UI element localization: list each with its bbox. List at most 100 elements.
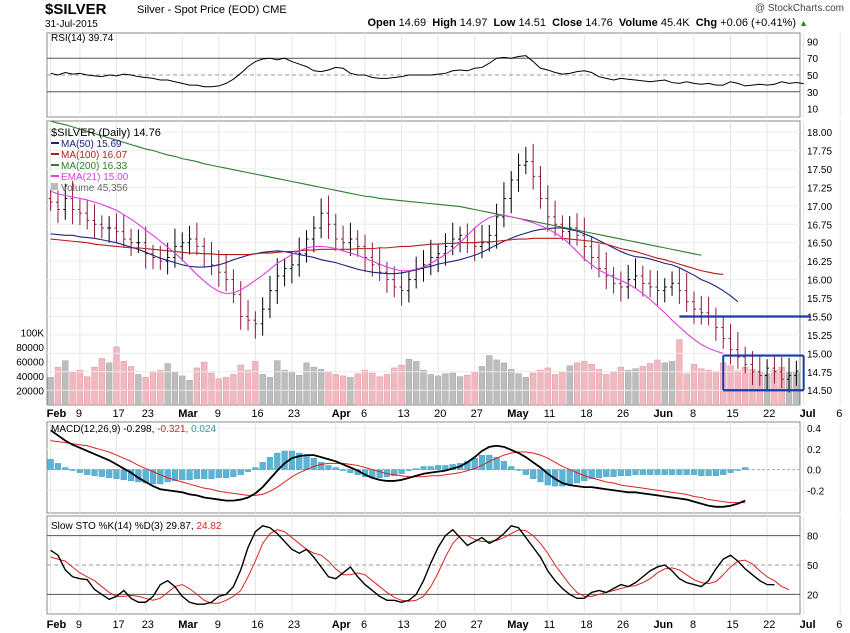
price-tick-label: 15.25 — [807, 331, 832, 342]
price-x-label: 18 — [580, 408, 592, 420]
volume-bar — [113, 346, 120, 406]
macd-histogram-bar — [639, 469, 646, 475]
volume-bar — [500, 362, 508, 406]
price-x-label: 9 — [215, 408, 221, 420]
volume-bar — [127, 366, 135, 406]
ohlc-readout: Open 14.69 High 14.97 Low 14.51 Close 14… — [367, 17, 808, 29]
macd-histogram-bar — [266, 457, 274, 470]
low-value: 14.51 — [518, 17, 547, 29]
volume-bar — [310, 366, 317, 406]
macd-histogram-bar — [215, 469, 222, 478]
price-legend: $SILVER (Daily) 14.76 — [51, 127, 161, 139]
volume-legend: Volume 45,356 — [61, 183, 128, 194]
volume-bar — [157, 369, 164, 406]
volume-bar — [318, 369, 325, 406]
volume-bar — [201, 361, 208, 406]
macd-histogram-bar — [69, 469, 76, 471]
macd-histogram-bar — [62, 467, 69, 470]
sto-x-label: 23 — [142, 619, 154, 631]
macd-histogram-bar — [171, 469, 179, 482]
volume-bar — [647, 363, 654, 406]
macd-histogram-bar — [405, 469, 412, 471]
macd-histogram-bar — [186, 469, 193, 481]
macd-histogram-bar — [668, 469, 676, 475]
volume-bar — [398, 364, 405, 406]
sto-x-label: 11 — [544, 619, 555, 631]
macd-histogram-bar — [318, 462, 325, 470]
volume-bar — [383, 374, 391, 406]
macd-histogram-bar — [113, 469, 120, 480]
macd-histogram-bar — [683, 469, 690, 475]
volume-bar — [727, 365, 734, 406]
macd-histogram-bar — [420, 466, 427, 470]
volume-bar — [661, 362, 668, 406]
rsi-legend: RSI(14) 39.74 — [51, 33, 114, 44]
macd-histogram-bar — [493, 457, 500, 470]
macd-histogram-bar — [149, 469, 157, 485]
sto-x-label: 9 — [76, 619, 82, 631]
sto-x-label: 26 — [617, 619, 629, 631]
macd-histogram-bar — [310, 458, 317, 470]
sto-x-label: 9 — [215, 619, 221, 631]
sto-x-label: 16 — [251, 619, 263, 631]
price-x-label: 15 — [727, 408, 739, 420]
price-x-label: 17 — [112, 408, 124, 420]
sto-x-label: May — [507, 619, 529, 631]
price-series-legend: MA(200) 16.33 — [61, 161, 128, 172]
macd-histogram-bar — [193, 469, 200, 480]
macd-histogram-bar — [566, 469, 573, 486]
volume-bar — [420, 369, 427, 406]
volume-bar — [230, 374, 237, 406]
macd-histogram-bar — [544, 469, 551, 486]
macd-legend-value: -0.298, — [123, 424, 157, 435]
sto-x-label: 22 — [763, 619, 775, 631]
rsi-line — [50, 55, 804, 88]
volume-bar — [332, 374, 339, 406]
macd-histogram-bar — [522, 469, 529, 475]
macd-histogram-bar — [208, 469, 215, 480]
macd-histogram-bar — [244, 469, 252, 472]
macd-histogram-bar — [537, 469, 544, 483]
volume-bar — [544, 367, 551, 406]
sto-x-label: 17 — [112, 619, 124, 631]
volume-bar — [303, 362, 310, 406]
volume-bar — [281, 369, 288, 406]
volume-bar — [566, 365, 573, 406]
price-tick-label: 14.50 — [807, 386, 832, 397]
price-x-label: 13 — [398, 408, 410, 420]
volume-bar — [120, 361, 127, 406]
price-tick-label: 16.00 — [807, 276, 832, 287]
price-tick-label: 15.50 — [807, 312, 832, 323]
price-x-label: May — [507, 408, 529, 420]
volume-bar — [69, 372, 76, 406]
price-x-label: 11 — [544, 408, 555, 420]
macd-histogram-bar — [661, 469, 668, 475]
volume-tick-label: 100K — [21, 328, 45, 339]
price-tick-label: 14.75 — [807, 368, 832, 379]
sto-x-label: Jun — [653, 619, 673, 631]
volume-bar — [508, 369, 515, 406]
volume-bar — [617, 366, 625, 406]
macd-histogram-bar — [427, 466, 434, 470]
macd-histogram-bar — [442, 465, 449, 470]
macd-histogram-bar — [230, 469, 237, 477]
volume-bar — [215, 378, 222, 406]
legend-swatch — [51, 183, 58, 190]
volume-bar — [62, 360, 69, 406]
chart-header: $SILVER Silver - Spot Price (EOD) CME 31… — [0, 0, 850, 34]
macd-histogram-bar — [508, 466, 515, 470]
price-tick-label: 15.00 — [807, 349, 832, 360]
volume-bar — [376, 376, 383, 406]
macd-histogram-bar — [274, 452, 281, 470]
volume-bar — [274, 360, 281, 406]
volume-bar — [91, 366, 98, 406]
volume-bar — [595, 369, 603, 406]
macd-histogram-bar — [654, 469, 661, 475]
macd-histogram-bar — [500, 461, 507, 470]
open-value: 14.69 — [398, 17, 427, 29]
sto-legend-d: 24.82 — [196, 521, 221, 532]
macd-histogram-bar — [595, 469, 603, 478]
volume-bar — [106, 362, 113, 406]
price-x-label: 6 — [836, 408, 842, 420]
